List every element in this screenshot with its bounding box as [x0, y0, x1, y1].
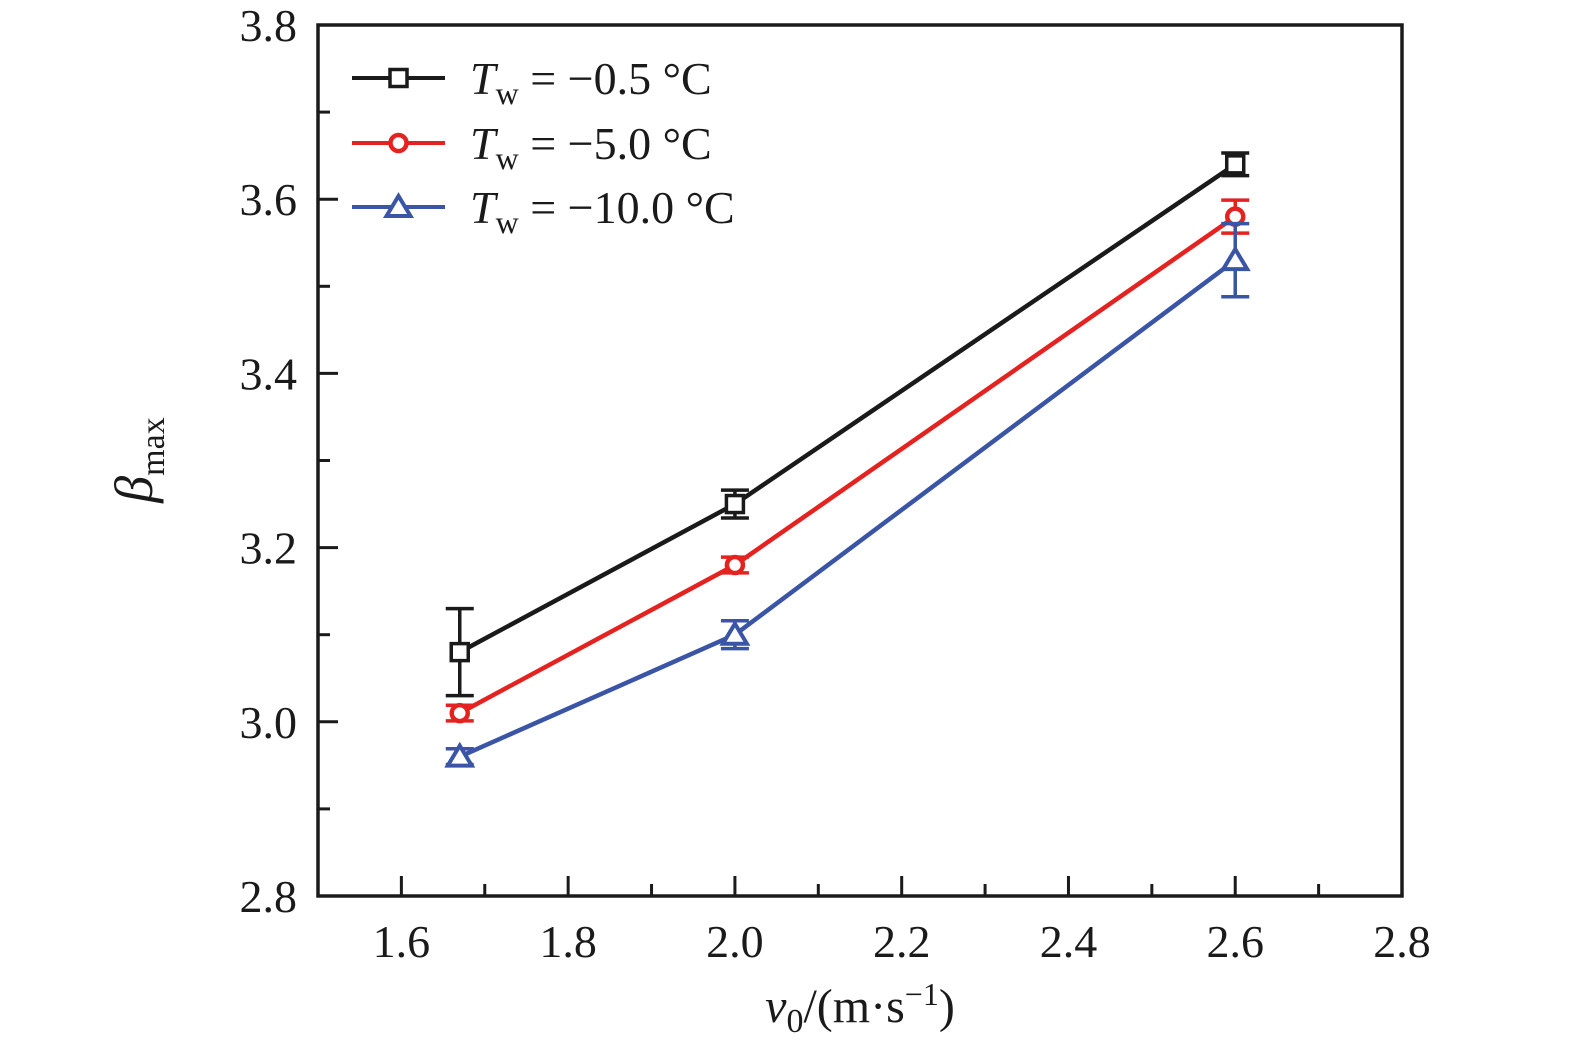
y-axis-label: βmax	[104, 417, 172, 503]
y-tick-label: 3.0	[240, 697, 298, 748]
marker-circle-icon	[449, 702, 471, 724]
series-square	[445, 151, 1250, 698]
y-tick-label: 3.2	[240, 523, 298, 574]
marker-square-icon	[449, 641, 471, 663]
series-circle	[445, 198, 1250, 724]
legend-label: Tw = −0.5 °C	[470, 53, 712, 111]
legend-item: Tw = −0.5 °C	[352, 53, 712, 111]
marker-square-icon	[724, 493, 746, 515]
x-tick-label: 2.2	[873, 916, 931, 967]
x-tick-label: 2.0	[706, 916, 764, 967]
legend-label: Tw = −10.0 °C	[470, 182, 735, 240]
marker-square-icon	[1224, 154, 1246, 175]
marker-circle-icon	[388, 132, 409, 154]
series-triangle	[444, 221, 1251, 768]
marker-triangle-icon	[1219, 245, 1251, 272]
series-line	[458, 162, 1237, 655]
marker-triangle-icon	[719, 619, 751, 646]
x-tick-label: 1.8	[539, 916, 597, 967]
y-tick-label: 3.8	[240, 0, 298, 51]
marker-circle-icon	[724, 554, 746, 576]
series-line	[458, 214, 1237, 716]
legend-label: Tw = −5.0 °C	[470, 118, 712, 176]
legend-item: Tw = −5.0 °C	[352, 118, 712, 176]
y-tick-label: 2.8	[240, 871, 298, 922]
x-tick-label: 2.6	[1206, 916, 1264, 967]
legend-item: Tw = −10.0 °C	[352, 182, 735, 240]
marker-square-icon	[388, 67, 409, 89]
series-line	[458, 258, 1237, 759]
x-tick-label: 2.8	[1373, 916, 1431, 967]
y-tick-label: 3.4	[240, 348, 298, 399]
x-tick-label: 1.6	[373, 916, 431, 967]
y-tick-label: 3.6	[240, 174, 298, 225]
marker-triangle-icon	[444, 741, 476, 768]
x-tick-label: 2.4	[1040, 916, 1098, 967]
legend: Tw = −0.5 °C Tw = −5.0 °C Tw = −10.0 °C	[352, 53, 735, 240]
x-axis-label: v0/(m·s−1)	[765, 976, 955, 1040]
marker-triangle-icon	[382, 192, 415, 218]
